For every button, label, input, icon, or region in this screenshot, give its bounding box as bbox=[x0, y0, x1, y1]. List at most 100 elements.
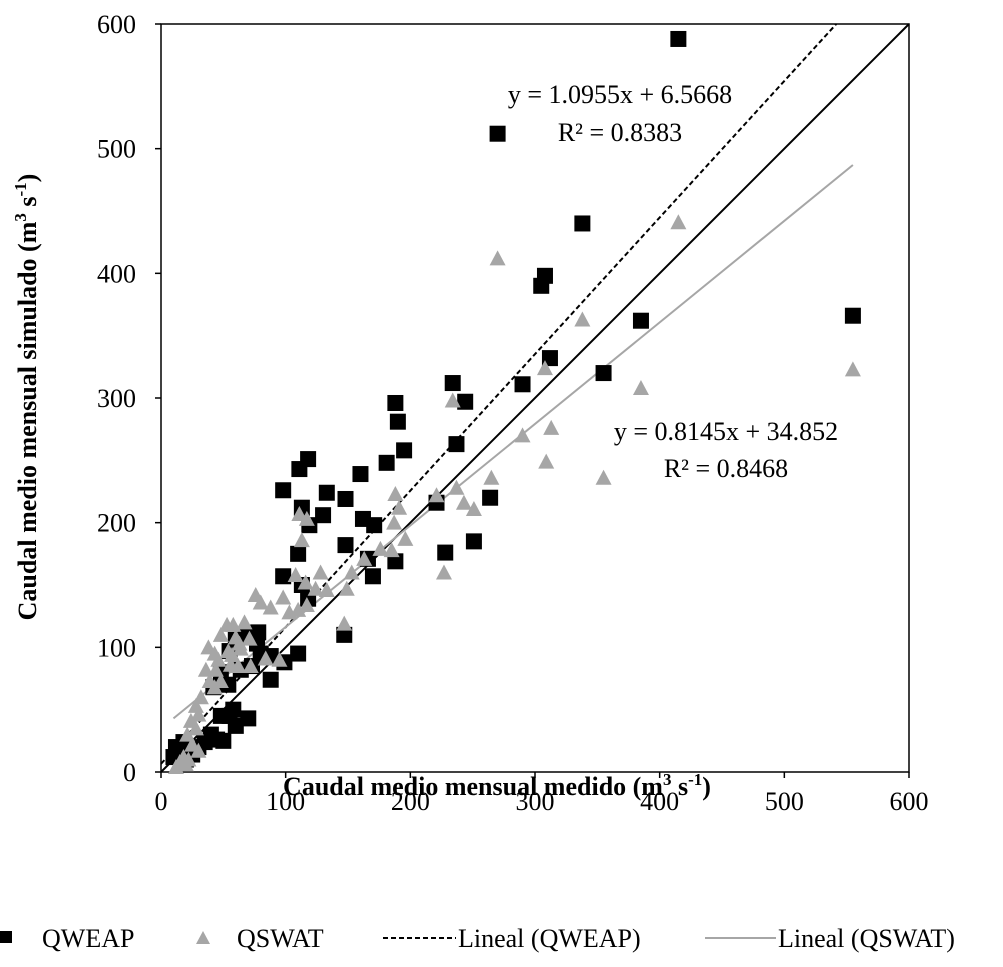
qweap-point bbox=[514, 376, 531, 393]
qweap-point bbox=[844, 307, 861, 324]
qswat-point bbox=[287, 567, 304, 583]
legend-qweap-trend-label: Lineal (QWEAP) bbox=[458, 924, 641, 953]
y-tick-label: 400 bbox=[97, 259, 136, 288]
qweap-point bbox=[670, 30, 687, 47]
qweap-point bbox=[595, 365, 612, 382]
axes: 00 100 100 200 200 300 300 400 400 500 500 600 600 bbox=[97, 10, 929, 816]
qweap-point bbox=[387, 394, 404, 411]
legend-qweap-label: QWEAP bbox=[42, 924, 134, 953]
qweap-point bbox=[352, 466, 369, 483]
qweap-point bbox=[250, 624, 267, 641]
trendline-qswat bbox=[172, 164, 854, 720]
trendlines bbox=[160, 23, 910, 773]
qweap-point bbox=[444, 375, 461, 392]
legend-qswat-label: QSWAT bbox=[237, 924, 324, 953]
qswat-point bbox=[222, 656, 239, 672]
qswat-point bbox=[275, 589, 292, 605]
qweap-point bbox=[482, 489, 499, 506]
qswat-point bbox=[232, 640, 249, 656]
qswat-point bbox=[241, 630, 258, 646]
qswat-point bbox=[448, 479, 465, 495]
legend-qswat-trend-label: Lineal (QSWAT) bbox=[778, 924, 955, 953]
qweap-point bbox=[396, 442, 413, 459]
qweap-point bbox=[387, 553, 404, 570]
qswat-point bbox=[574, 311, 591, 327]
qweap-point bbox=[437, 544, 454, 561]
qswat-point bbox=[428, 487, 445, 503]
legend-qweap-marker bbox=[0, 931, 12, 943]
x-tick-label: 500 bbox=[765, 787, 804, 816]
qswat-point bbox=[197, 661, 214, 677]
qswat-point bbox=[318, 581, 335, 597]
qswat-point bbox=[252, 594, 269, 610]
qweap-point bbox=[315, 507, 332, 524]
qweap-point bbox=[533, 277, 550, 294]
qswat-r2: R² = 0.8468 bbox=[664, 454, 788, 483]
qswat-point bbox=[190, 742, 207, 758]
x-tick-label: 0 bbox=[155, 787, 168, 816]
qweap-point bbox=[262, 671, 279, 688]
qswat-point bbox=[290, 601, 307, 617]
qswat-point bbox=[386, 514, 403, 530]
trendline-qweap bbox=[160, 23, 838, 765]
qswat-point bbox=[190, 706, 207, 722]
qswat-point bbox=[206, 679, 223, 695]
y-tick-label: 600 bbox=[97, 10, 136, 39]
qweap-point bbox=[336, 626, 353, 643]
qswat-point bbox=[179, 726, 196, 742]
qswat-point bbox=[372, 540, 389, 556]
qweap-point bbox=[275, 568, 292, 585]
qswat-point bbox=[262, 599, 279, 615]
legend-qswat-marker bbox=[196, 931, 210, 944]
qweap-point bbox=[389, 413, 406, 430]
qswat-point bbox=[293, 532, 310, 548]
qswat-point bbox=[383, 542, 400, 558]
qswat-point bbox=[338, 580, 355, 596]
qweap-point bbox=[366, 517, 383, 534]
qweap-point bbox=[318, 484, 335, 501]
qweap-point bbox=[337, 490, 354, 507]
qswat-point bbox=[387, 485, 404, 501]
qweap-point bbox=[337, 537, 354, 554]
qswat-point bbox=[465, 500, 482, 516]
qweap-equation: y = 1.0955x + 6.5668 bbox=[508, 80, 732, 109]
legend: QWEAP QSWAT Lineal (QWEAP) Lineal (QSWAT… bbox=[0, 924, 955, 953]
qweap-point bbox=[291, 461, 308, 478]
qswat-point bbox=[483, 469, 500, 485]
qweap-r2: R² = 0.8383 bbox=[558, 118, 682, 147]
qswat-point bbox=[538, 453, 555, 469]
qswat-point bbox=[210, 651, 227, 667]
qweap-point bbox=[290, 645, 307, 662]
qswat-point bbox=[257, 650, 274, 666]
qswat-point bbox=[397, 530, 414, 546]
qswat-point bbox=[291, 505, 308, 521]
qweap-point bbox=[489, 125, 506, 142]
qswat-point bbox=[298, 510, 315, 526]
qweap-point bbox=[448, 436, 465, 453]
y-tick-label: 100 bbox=[97, 633, 136, 662]
x-axis-title: Caudal medio mensual medido (m3 s-1) bbox=[283, 770, 711, 801]
qweap-point bbox=[275, 482, 292, 499]
qswat-point bbox=[489, 250, 506, 266]
qswat-point bbox=[514, 427, 531, 443]
x-tick-label: 300 bbox=[516, 787, 555, 816]
qweap-point bbox=[457, 393, 474, 410]
qswat-point bbox=[455, 494, 472, 510]
qswat-point bbox=[435, 564, 452, 580]
qweap-point bbox=[364, 568, 381, 585]
qswat-point bbox=[236, 614, 253, 630]
qswat-point bbox=[242, 658, 259, 674]
qswat-point bbox=[844, 361, 861, 377]
qswat-point bbox=[312, 564, 329, 580]
qswat-point bbox=[336, 615, 353, 631]
y-tick-label: 500 bbox=[97, 135, 136, 164]
qswat-point bbox=[307, 580, 324, 596]
qswat-point bbox=[391, 499, 408, 515]
qswat-equation: y = 0.8145x + 34.852 bbox=[614, 417, 838, 446]
qswat-point bbox=[343, 564, 360, 580]
qweap-point bbox=[574, 215, 591, 232]
qswat-point bbox=[187, 697, 204, 713]
qweap-point bbox=[378, 454, 395, 471]
qweap-point bbox=[632, 312, 649, 329]
